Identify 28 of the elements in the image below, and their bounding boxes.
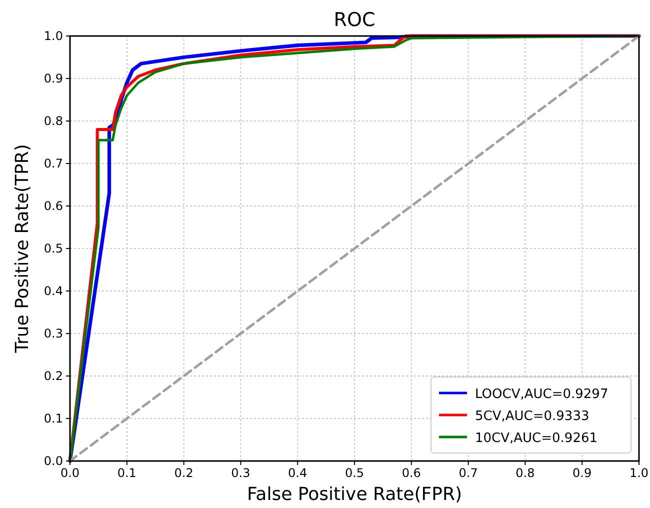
x-tick-label: 1.0 — [629, 466, 649, 480]
y-tick-label: 0.4 — [44, 284, 63, 298]
x-tick-label: 0.1 — [117, 466, 136, 480]
x-tick-label: 0.5 — [344, 466, 364, 480]
y-tick-label: 0.7 — [44, 156, 63, 170]
x-tick-label: 0.4 — [288, 466, 308, 480]
x-axis-title: False Positive Rate(FPR) — [246, 484, 462, 505]
legend-label: 10CV,AUC=0.9261 — [475, 431, 598, 446]
y-tick-label: 0.6 — [44, 199, 63, 213]
y-tick-label: 0.9 — [44, 72, 63, 86]
y-axis-title: True Positive Rate(TPR) — [12, 144, 33, 354]
x-tick-label: 0.0 — [60, 466, 80, 480]
x-tick-label: 0.2 — [174, 466, 194, 480]
legend-label: LOOCV,AUC=0.9297 — [475, 387, 608, 402]
x-tick-label: 0.8 — [516, 466, 535, 480]
y-tick-label: 1.0 — [44, 29, 63, 43]
x-tick-label: 0.6 — [402, 466, 421, 480]
y-tick-label: 0.8 — [44, 114, 63, 128]
y-tick-label: 0.1 — [44, 412, 63, 426]
y-tick-label: 0.5 — [44, 242, 63, 256]
x-tick-label: 0.7 — [458, 466, 478, 480]
x-tick-label: 0.3 — [231, 466, 250, 480]
y-tick-label: 0.2 — [44, 369, 63, 383]
x-tick-label: 0.9 — [572, 466, 592, 480]
y-tick-label: 0.3 — [44, 326, 63, 340]
legend-label: 5CV,AUC=0.9333 — [475, 409, 590, 424]
y-tick-label: 0.0 — [44, 454, 63, 468]
chart-title: ROC — [334, 9, 376, 31]
